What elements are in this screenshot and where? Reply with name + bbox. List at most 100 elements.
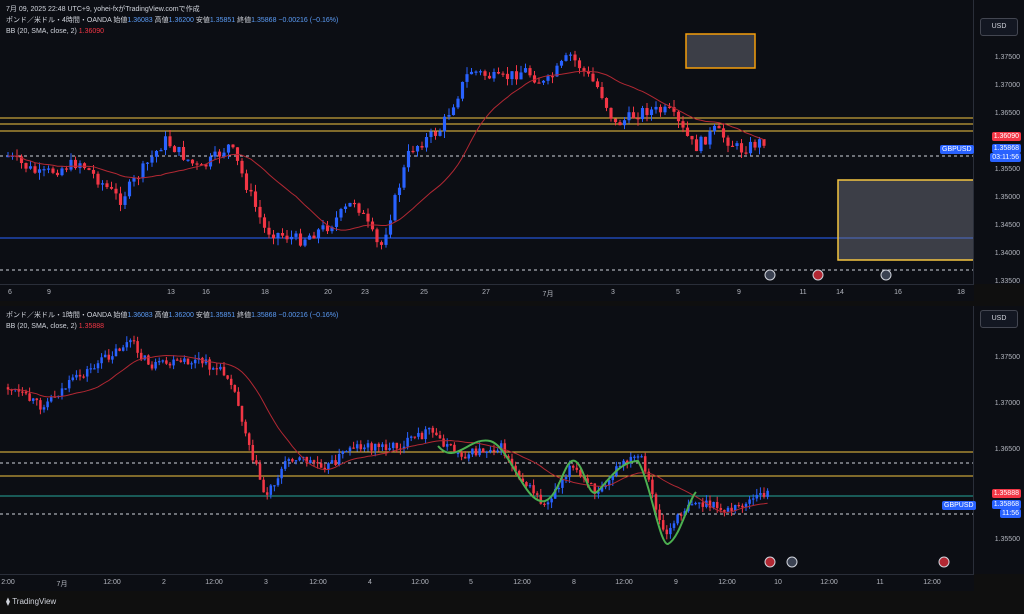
footer: ⧫ TradingView xyxy=(0,592,1024,614)
tradingview-logo[interactable]: ⧫ TradingView xyxy=(6,597,56,606)
candle-4h-candle xyxy=(420,146,424,148)
candle-4h-candle xyxy=(307,235,312,240)
candle-1h-candle xyxy=(633,456,636,458)
legend-date: 7月 09, 2025 22:48 UTC+9, xyxy=(6,6,92,13)
candle-1h-candle xyxy=(489,449,492,452)
price-tick-label: 1.34500 xyxy=(994,222,1020,229)
chart-area-4h[interactable] xyxy=(0,0,975,284)
candle-1h-candle xyxy=(276,478,280,486)
candle-4h-candle xyxy=(618,122,622,126)
candle-4h-candle xyxy=(744,152,748,154)
change-value: −0.00216 (−0.16%) xyxy=(278,312,339,319)
candle-1h-candle xyxy=(507,456,510,459)
candle-1h-candle xyxy=(330,460,334,464)
candle-4h-candle xyxy=(559,60,564,66)
candle-1h-candle xyxy=(157,361,161,363)
indicator-label[interactable]: BB (20, SMA, close, 2) xyxy=(6,323,77,330)
indicator-label[interactable]: BB (20, SMA, close, 2) xyxy=(6,28,77,35)
candle-4h-candle xyxy=(127,181,132,197)
time-axis-1h[interactable]: 2:00 7月 12:00 2 12:00 3 12:00 4 12:00 5 12:00 8 12:0… xyxy=(0,574,974,591)
candle-4h-candle xyxy=(226,144,231,153)
candle-4h-candle xyxy=(159,150,163,152)
candle-4h-candle xyxy=(285,235,289,240)
candle-4h-candle xyxy=(411,150,415,153)
candle-4h-candle xyxy=(6,156,10,158)
candle-1h-candle xyxy=(85,369,89,377)
candle-1h-candle xyxy=(557,487,561,490)
candle-4h-candle xyxy=(51,168,55,173)
elliott-wave-drawing xyxy=(437,439,697,546)
candle-4h-candle xyxy=(564,55,568,61)
candle-4h-candle xyxy=(73,159,78,169)
legend-symbol[interactable]: ポンド／米ドル・4時間・OANDA xyxy=(6,17,112,24)
price-tick-label: 1.36500 xyxy=(994,446,1020,453)
legend-symbol[interactable]: ポンド／米ドル・1時間・OANDA xyxy=(6,312,112,319)
candle-4h-candle xyxy=(375,229,379,243)
candle-1h-candle xyxy=(643,456,647,472)
candle-4h-candle xyxy=(267,227,271,235)
candle-4h-candle xyxy=(523,68,528,73)
candle-1h-candle xyxy=(118,348,121,351)
candle-4h-candle xyxy=(672,107,676,112)
candle-1h-candle xyxy=(298,457,301,461)
candle-1h-candle xyxy=(723,509,726,512)
candle-4h-candle xyxy=(654,106,658,110)
candle-4h-candle xyxy=(231,144,235,148)
chart-area-1h[interactable] xyxy=(0,306,974,574)
price-axis-4h[interactable]: USD 1.37500 1.37000 1.36500 1.35500 1.35000 1… xyxy=(973,0,1024,285)
candle-4h-candle xyxy=(253,191,258,207)
candle-4h-candle xyxy=(109,187,114,189)
candle-1h-candle xyxy=(679,514,683,516)
time-axis-4h[interactable]: 6 9 13 16 18 20 23 25 27 7月 3 5 9 11 14 16 18 xyxy=(0,284,974,301)
candle-1h-candle xyxy=(492,449,496,452)
chart-pane-1h[interactable]: ポンド／米ドル・1時間・OANDA 始値1.36083 高値1.36200 安値… xyxy=(0,306,1024,592)
candle-1h-candle xyxy=(409,436,413,438)
time-tick-label: 16 xyxy=(894,289,902,296)
currency-button[interactable]: USD xyxy=(980,310,1018,328)
candle-1h-candle xyxy=(435,432,438,436)
candle-4h-candle xyxy=(541,80,546,83)
candle-4h-candle xyxy=(258,206,262,218)
candle-4h-candle xyxy=(330,226,334,232)
candle-1h-candle xyxy=(103,354,107,358)
candle-4h-candle xyxy=(82,163,87,169)
price-axis-1h[interactable]: USD 1.37500 1.37000 1.36500 1.35500 1.35888 1… xyxy=(973,306,1024,574)
candle-4h-candle xyxy=(163,136,168,151)
candle-4h-candle xyxy=(573,54,577,61)
candlestick-chart-1h[interactable] xyxy=(0,306,974,574)
candle-1h-candle xyxy=(294,460,298,462)
currency-button[interactable]: USD xyxy=(980,18,1018,36)
candle-4h-candle xyxy=(501,73,505,75)
time-tick-label: 11 xyxy=(876,579,884,586)
time-tick-label: 8 xyxy=(572,579,576,586)
candle-4h-candle xyxy=(613,118,618,123)
tv-logo-icon: ⧫ xyxy=(6,597,13,606)
candle-1h-candle xyxy=(255,460,258,464)
bollinger-middle-band xyxy=(7,354,768,513)
candle-4h-candle xyxy=(96,173,100,185)
candle-1h-candle xyxy=(568,465,571,478)
candle-1h-candle xyxy=(327,463,330,470)
high-value: 1.36200 xyxy=(168,17,194,24)
chart-pane-4h[interactable]: 7月 09, 2025 22:48 UTC+9, yohei-fxがTradin… xyxy=(0,0,1024,302)
candle-1h-candle xyxy=(517,470,521,479)
candle-1h-candle xyxy=(280,468,283,479)
candle-4h-candle xyxy=(681,121,685,128)
low-value: 1.35851 xyxy=(209,17,236,24)
candle-4h-candle xyxy=(708,131,712,145)
candle-4h-candle xyxy=(303,239,307,246)
candle-1h-candle xyxy=(132,340,136,342)
candle-1h-candle xyxy=(46,401,49,408)
candle-1h-candle xyxy=(658,509,661,521)
candle-1h-candle xyxy=(258,463,262,480)
time-tick-label: 12:00 xyxy=(103,579,121,586)
candle-1h-candle xyxy=(114,348,118,357)
candle-4h-candle xyxy=(663,106,667,113)
candle-1h-candle xyxy=(337,453,341,465)
candle-1h-candle xyxy=(474,448,478,456)
candle-1h-candle xyxy=(93,368,96,370)
candle-1h-candle xyxy=(240,405,244,422)
candlestick-chart-4h[interactable] xyxy=(0,0,975,284)
candle-4h-candle xyxy=(334,217,339,227)
candle-1h-candle xyxy=(136,341,139,353)
